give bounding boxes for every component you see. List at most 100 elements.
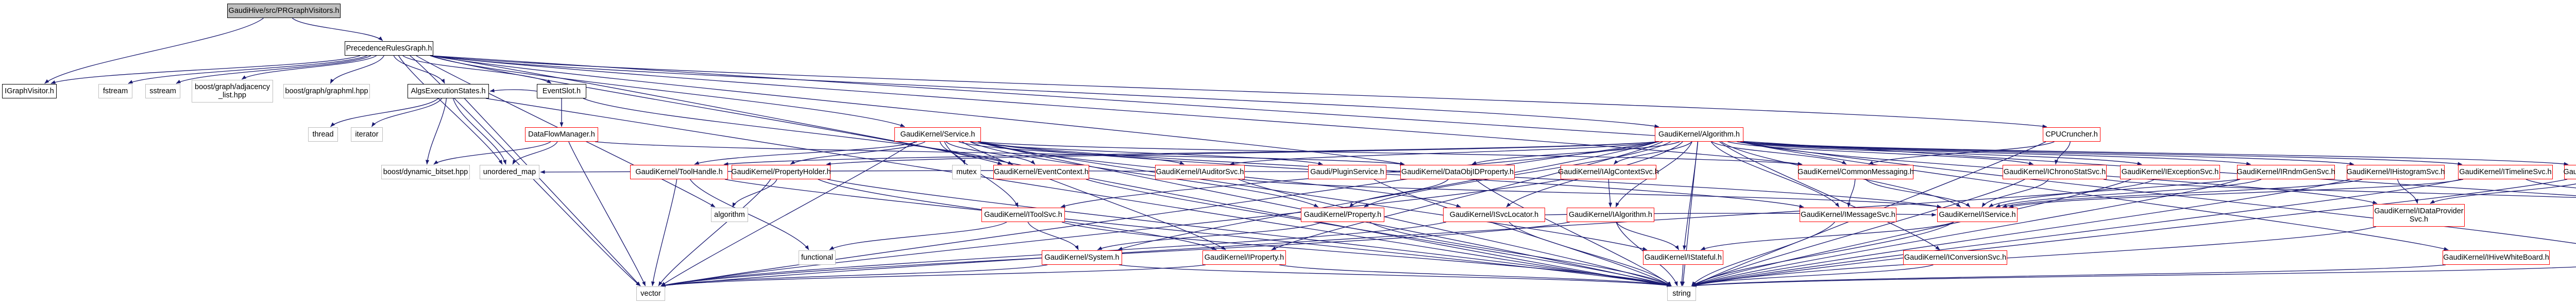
edge-prg-sstream (176, 55, 371, 84)
graph-node-service[interactable]: GaudiKernel/Service.h (894, 127, 981, 142)
graph-node-ialgorithm[interactable]: GaudiKernel/IAlgorithm.h (1567, 208, 1654, 222)
node-label: GaudiKernel/IDataProvider (2374, 207, 2464, 215)
node-label: GaudiKernel/IAlgContextSvc.h (1558, 167, 1659, 176)
node-label: DataFlowManager.h (528, 130, 595, 139)
edge-itoolsvc-functional (829, 222, 1007, 250)
graph-node-dfm[interactable]: DataFlowManager.h (525, 127, 598, 142)
edge-dataobjid-property (1349, 179, 1449, 208)
graph-node-iproperty[interactable]: GaudiKernel/IProperty.h (1202, 250, 1286, 265)
edge-algorithm_h-iauditor (1229, 141, 1659, 165)
edge-service-property (970, 141, 1319, 208)
node-label: GaudiKernel/INTupleSvc.h (2563, 167, 2576, 176)
graph-node-dataobjid[interactable]: GaudiKernel/DataObjIDProperty.h (1400, 165, 1515, 179)
edge-dfm-dynbit (433, 141, 551, 165)
edge-aes-vector (464, 98, 641, 286)
edge-system_h-string (1118, 264, 1672, 287)
edge-itimeline-string (1691, 179, 2462, 287)
node-label: GaudiKernel/IMessageSvc.h (1801, 210, 1895, 219)
graph-node-ichrono[interactable]: GaudiKernel/IChronoStatSvc.h (2003, 165, 2107, 179)
node-label: Gaudi/PluginService.h (1310, 167, 1384, 176)
node-label: GaudiKernel/IConversionSvc.h (1904, 253, 2007, 262)
graph-node-string: string (1667, 286, 1696, 301)
node-label: GaudiKernel/IChronoStatSvc.h (2003, 167, 2106, 176)
edge-itoolsvc-system_h (1027, 222, 1079, 250)
edge-cpu-ichrono (2054, 141, 2071, 165)
node-label: GaudiKernel/Property.h (1303, 210, 1382, 219)
node-label: GaudiKernel/IAlgorithm.h (1569, 210, 1652, 219)
graph-node-property[interactable]: GaudiKernel/Property.h (1301, 208, 1384, 222)
node-label: GaudiKernel/IAuditorSvc.h (1156, 167, 1244, 176)
edge-algorithm_h-vector (660, 141, 1658, 287)
graph-node-irndm[interactable]: GaudiKernel/IRndmGenSvc.h (2237, 165, 2335, 179)
edge-prg-igv (50, 55, 361, 84)
edge-propholder-vector (658, 179, 771, 286)
graph-node-ihisto[interactable]: GaudiKernel/IHistogramSvc.h (2347, 165, 2445, 179)
graph-node-iservice[interactable]: GaudiKernel/IService.h (1937, 208, 2018, 222)
graph-node-propholder[interactable]: GaudiKernel/PropertyHolder.h (731, 165, 831, 179)
graph-node-commonmsg[interactable]: GaudiKernel/CommonMessaging.h (1798, 165, 1914, 179)
graph-node-ihivewb[interactable]: GaudiKernel/IHiveWhiteBoard.h (2443, 250, 2550, 265)
graph-node-graphml: boost/graph/graphml.hpp (283, 84, 370, 98)
edge-cpu-commonmsg (1868, 141, 2055, 165)
graph-node-intuple[interactable]: GaudiKernel/INTupleSvc.h (2563, 165, 2576, 179)
edge-dfm-vector (568, 141, 646, 286)
node-label: GaudiKernel/ToolHandle.h (635, 167, 723, 176)
node-label: vector (640, 289, 661, 298)
edge-commonmsg-iservice (1865, 179, 1971, 208)
graph-node-ialgctx[interactable]: GaudiKernel/IAlgContextSvc.h (1558, 165, 1659, 179)
edge-dataobjid-string (1475, 179, 1672, 286)
node-label: algorithm (714, 210, 745, 219)
graph-node-itoolsvc[interactable]: GaudiKernel/IToolSvc.h (981, 208, 1065, 222)
edge-algorithm_h-system_h (1117, 141, 1658, 250)
edge-ihisto-iservice (2002, 179, 2363, 208)
edge-aes-dynbit (426, 98, 447, 165)
node-label: functional (801, 253, 834, 262)
node-label: GaudiKernel/Algorithm.h (1658, 130, 1740, 139)
graph-node-unord: unordered_map (480, 165, 539, 179)
edge-service-itoolsvc (944, 141, 1019, 208)
graph-node-imsgsvc[interactable]: GaudiKernel/IMessageSvc.h (1800, 208, 1896, 222)
graph-node-cpu[interactable]: CPUCruncher.h (2043, 127, 2100, 142)
edge-iservice-string (1691, 222, 1954, 286)
graph-node-evtctx[interactable]: GaudiKernel/EventContext.h (993, 165, 1089, 179)
edge-prg-service (430, 55, 905, 127)
graph-node-itimeline[interactable]: GaudiKernel/ITimelineSvc.h (2458, 165, 2553, 179)
graph-node-idataprov[interactable]: GaudiKernel/IDataProvider Svc.h (2373, 204, 2465, 227)
edge-dfm-unord (512, 141, 558, 165)
node-label: GaudiHive/src/PRGraphVisitors.h (228, 6, 340, 15)
graph-node-prg[interactable]: PrecedenceRulesGraph.h (345, 41, 433, 56)
edge-group (44, 18, 2576, 287)
graph-node-iauditor[interactable]: GaudiKernel/IAuditorSvc.h (1155, 165, 1245, 179)
edge-service-iproperty (962, 141, 1226, 250)
edge-iproperty-string (1279, 264, 1672, 287)
graph-node-system_h[interactable]: GaudiKernel/System.h (1042, 250, 1122, 265)
graph-node-istateful[interactable]: GaudiKernel/IStateful.h (1643, 250, 1723, 265)
node-label: GaudiKernel/EventContext.h (994, 167, 1089, 176)
graph-node-aes[interactable]: AlgsExecutionStates.h (408, 84, 489, 98)
node-label: CPUCruncher.h (2045, 130, 2098, 139)
edge-iauditor-iservice (1241, 179, 1942, 209)
edge-iconversion-string (1691, 264, 1934, 286)
edge-property-system_h (1097, 222, 1322, 250)
graph-node-algorithm_h[interactable]: GaudiKernel/Algorithm.h (1655, 127, 1743, 142)
node-label: AlgsExecutionStates.h (411, 87, 486, 95)
edge-service-imsgsvc (977, 141, 1804, 208)
graph-node-iconversion[interactable]: GaudiKernel/IConversionSvc.h (1903, 250, 2007, 265)
node-label: GaudiKernel/CommonMessaging.h (1798, 167, 1914, 176)
graph-node-iexception[interactable]: GaudiKernel/IExceptionSvc.h (2120, 165, 2220, 179)
edge-service-toolhandle (694, 141, 918, 165)
edge-ihivewb-string (1691, 264, 2446, 287)
graph-node-isvcloc[interactable]: GaudiKernel/ISvcLocator.h (1443, 208, 1545, 222)
graph-node-evtslot[interactable]: EventSlot.h (537, 84, 586, 98)
node-label: Svc.h (2409, 215, 2429, 224)
graph-node-toolhandle[interactable]: GaudiKernel/ToolHandle.h (630, 165, 728, 179)
node-label: GaudiKernel/ISvcLocator.h (1449, 210, 1539, 219)
edge-aes-iterator (371, 98, 442, 127)
edge-prg-commonmsg (430, 55, 1803, 166)
graph-node-pluginsvc[interactable]: Gaudi/PluginService.h (1308, 165, 1386, 179)
node-label: GaudiKernel/IRndmGenSvc.h (2236, 167, 2335, 176)
graph-node-sstream: sstream (145, 84, 180, 98)
edge-commonmsg-imsgsvc (1846, 179, 1856, 208)
graph-node-igv[interactable]: IGraphVisitor.h (2, 84, 57, 98)
